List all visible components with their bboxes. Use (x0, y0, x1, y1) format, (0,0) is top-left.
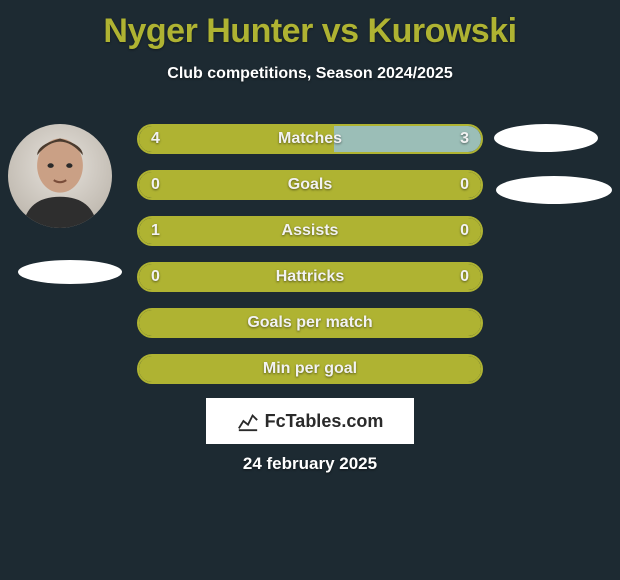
page-title: Nyger Hunter vs Kurowski (0, 0, 620, 51)
stat-row-goals: 00Goals (137, 170, 483, 200)
vs-text: vs (322, 12, 359, 50)
bar-label: Goals (139, 172, 481, 198)
player1-club-logo (18, 260, 122, 284)
stat-row-min-per-goal: Min per goal (137, 354, 483, 384)
player1-name: Nyger Hunter (103, 12, 312, 50)
chart-icon (237, 410, 259, 432)
date-text: 24 february 2025 (0, 454, 620, 474)
stat-row-goals-per-match: Goals per match (137, 308, 483, 338)
bar-label: Hattricks (139, 264, 481, 290)
stat-row-hattricks: 00Hattricks (137, 262, 483, 292)
stat-row-assists: 10Assists (137, 216, 483, 246)
subtitle: Club competitions, Season 2024/2025 (0, 65, 620, 83)
bar-label: Min per goal (139, 356, 481, 382)
bar-label: Assists (139, 218, 481, 244)
stat-row-matches: 43Matches (137, 124, 483, 154)
player2-avatar-placeholder (494, 124, 598, 152)
fctables-text: FcTables.com (265, 411, 384, 432)
bar-label: Goals per match (139, 310, 481, 336)
comparison-bars: 43Matches 00Goals 10Assists 00Hattricks Goal… (137, 124, 483, 400)
fctables-badge: FcTables.com (206, 398, 414, 444)
player2-club-logo (496, 176, 612, 204)
bar-label: Matches (139, 126, 481, 152)
player1-avatar (8, 124, 112, 228)
player2-name: Kurowski (368, 12, 517, 50)
avatar-placeholder-icon (8, 124, 112, 228)
